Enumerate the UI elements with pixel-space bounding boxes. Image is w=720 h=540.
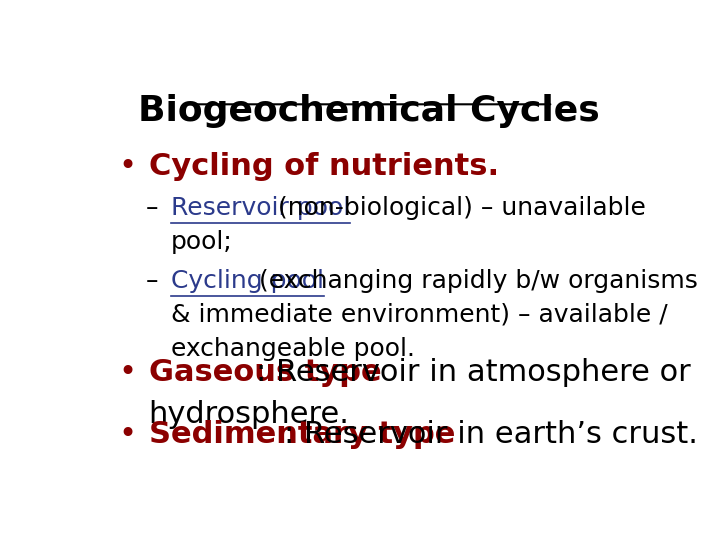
Text: •: • — [118, 358, 136, 387]
Text: (exchanging rapidly b/w organisms: (exchanging rapidly b/w organisms — [251, 268, 698, 293]
Text: •: • — [118, 420, 136, 449]
Text: Cycling of nutrients.: Cycling of nutrients. — [148, 152, 499, 181]
Text: Biogeochemical Cycles: Biogeochemical Cycles — [138, 94, 600, 128]
Text: : Reservoir in earth’s crust.: : Reservoir in earth’s crust. — [284, 420, 698, 449]
Text: •: • — [118, 152, 136, 181]
Text: pool;: pool; — [171, 230, 233, 254]
Text: –: – — [145, 196, 166, 220]
Text: Reservoir pool: Reservoir pool — [171, 196, 350, 220]
Text: exchangeable pool.: exchangeable pool. — [171, 337, 415, 361]
Text: –: – — [145, 268, 166, 293]
Text: hydrosphere.: hydrosphere. — [148, 400, 349, 429]
Text: & immediate environment) – available /: & immediate environment) – available / — [171, 302, 667, 327]
Text: (non-biological) – unavailable: (non-biological) – unavailable — [270, 196, 646, 220]
Text: Gaseous type: Gaseous type — [148, 358, 381, 387]
Text: Cycling pool: Cycling pool — [171, 268, 324, 293]
Text: Sedimentary type: Sedimentary type — [148, 420, 455, 449]
Text: : Reservoir in atmosphere or: : Reservoir in atmosphere or — [256, 358, 691, 387]
